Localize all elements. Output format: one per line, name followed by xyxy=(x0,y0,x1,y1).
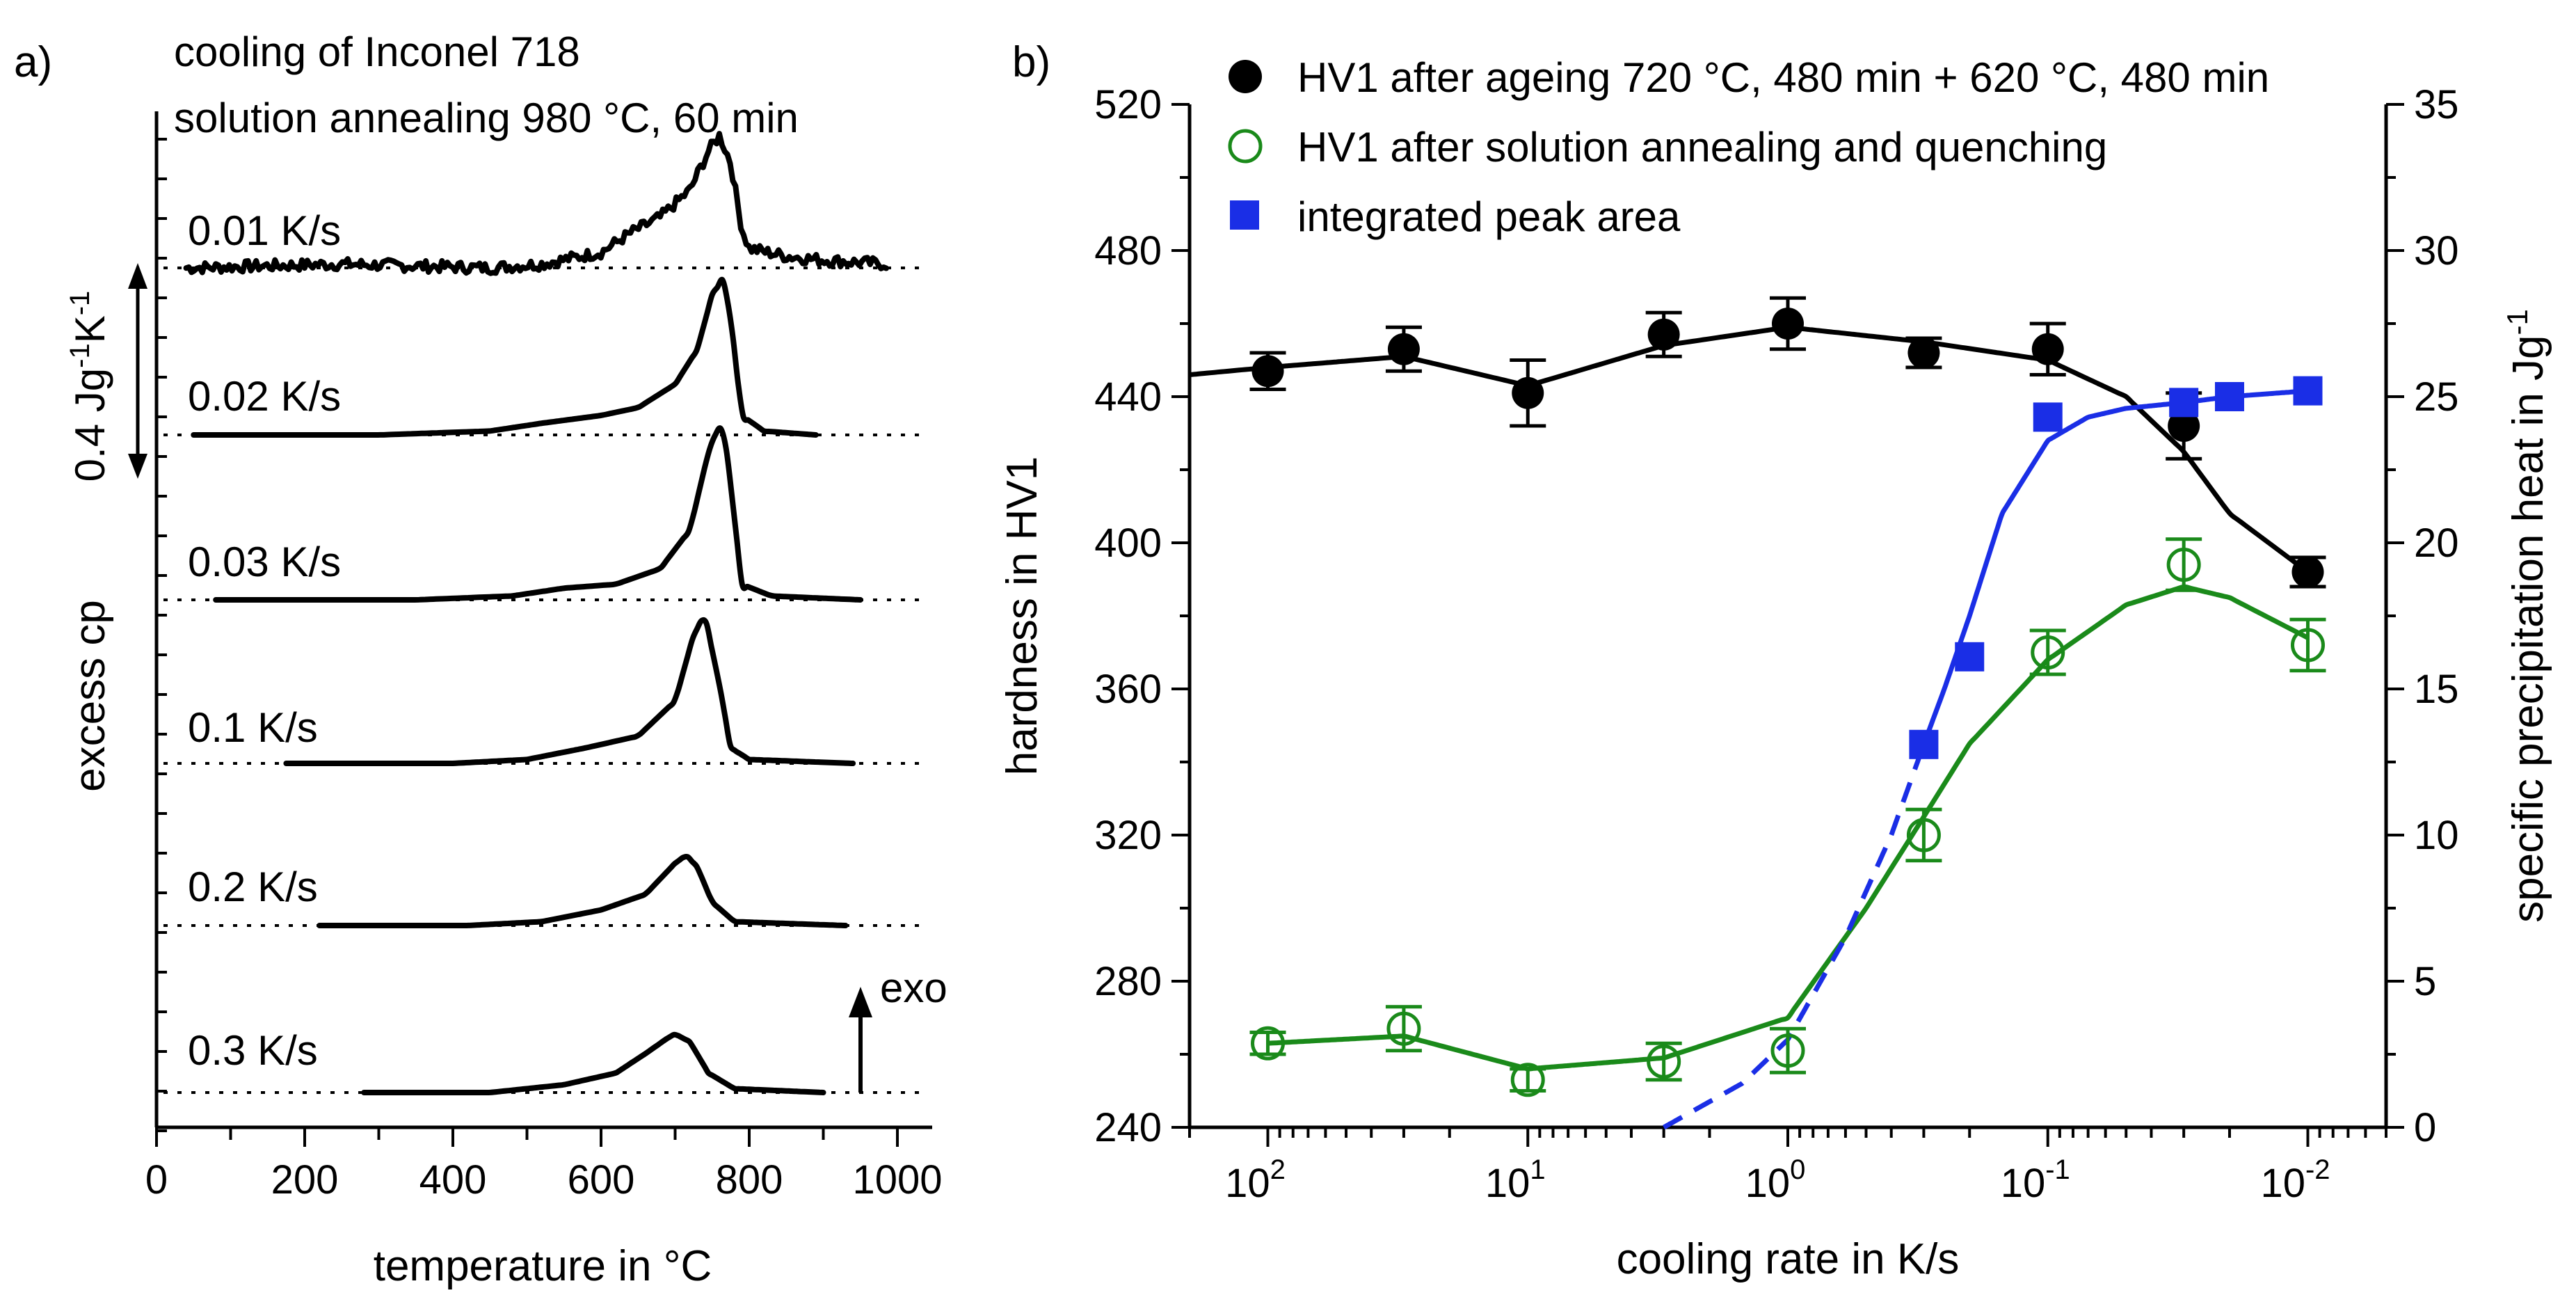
point-peak-area xyxy=(2214,382,2244,411)
panel-b-y2-tick-label: 15 xyxy=(2414,667,2459,712)
point-quenched xyxy=(1647,1045,1681,1079)
panel-a-traces xyxy=(183,131,889,1095)
panel-b: b) 240 280 320 360 400 440 480 520 0 5 10 15 20 25 30 3… xyxy=(998,38,2552,1283)
panel-b-y-label: hardness in HV1 xyxy=(998,457,1046,775)
panel-b-y-tick-label: 360 xyxy=(1094,667,1162,712)
panel-b-y-tick-label: 240 xyxy=(1094,1105,1162,1150)
panel-b-y-tick-label: 480 xyxy=(1094,228,1162,273)
panel-b-y-tick-label: 520 xyxy=(1094,82,1162,127)
panel-a-x-tick-label: 400 xyxy=(419,1157,487,1202)
panel-a-annotation-line-2: solution annealing 980 °C, 60 min xyxy=(174,95,799,141)
trace-0.01 K/s xyxy=(183,131,889,276)
point-quenched xyxy=(1251,1026,1286,1061)
point-aged xyxy=(2291,556,2324,588)
panel-b-legend: HV1 after ageing 720 °C, 480 min + 620 °… xyxy=(1228,54,2269,240)
point-aged xyxy=(1387,333,1420,365)
trace-label-0.3: 0.3 K/s xyxy=(188,1027,318,1074)
point-quenched xyxy=(1906,818,1941,852)
legend-marker-peak-area xyxy=(1230,200,1259,230)
panel-b-x-tick-label: 10-2 xyxy=(2260,1154,2330,1206)
trace-0.03 K/s xyxy=(213,425,863,603)
legend-label-aged: HV1 after ageing 720 °C, 480 min + 620 °… xyxy=(1297,54,2269,101)
trace-0.2 K/s xyxy=(317,853,849,928)
panel-b-y-tick-label: 280 xyxy=(1094,959,1162,1004)
panel-b-y2-label: specific precipitation heat in Jg-1 xyxy=(2501,309,2552,923)
point-quenched xyxy=(1510,1063,1545,1097)
point-aged xyxy=(1512,376,1544,409)
panel-b-fit-curves xyxy=(1189,325,2310,1130)
fit-curve-peak-area xyxy=(1921,388,2308,746)
scale-bar-arrow xyxy=(128,263,147,479)
point-quenched xyxy=(2031,635,2065,669)
trace-label-0.02: 0.02 K/s xyxy=(188,373,341,420)
point-aged xyxy=(1772,308,1804,340)
panel-a-letter: a) xyxy=(14,38,52,86)
point-quenched xyxy=(1770,1033,1805,1068)
point-aged xyxy=(1907,337,1940,369)
panel-b-y2-tick-label: 20 xyxy=(2414,521,2459,566)
point-peak-area xyxy=(1955,642,1985,672)
panel-b-x-tick-label: 101 xyxy=(1485,1154,1546,1206)
trace-label-0.03: 0.03 K/s xyxy=(188,539,341,585)
panel-a-trace-labels: 0.01 K/s 0.02 K/s 0.03 K/s 0.1 K/s 0.2 K… xyxy=(188,207,341,1074)
point-quenched xyxy=(2290,628,2325,662)
legend-label-peak-area: integrated peak area xyxy=(1297,193,1681,240)
panel-a-annotation-line-1: cooling of Inconel 718 xyxy=(174,29,580,75)
panel-a-x-tick-label: 0 xyxy=(145,1157,168,1202)
point-quenched xyxy=(2166,548,2201,582)
panel-b-y2-tick-label: 30 xyxy=(2414,228,2459,273)
legend-marker-aged xyxy=(1229,60,1262,93)
panel-a-x-tick-label: 600 xyxy=(568,1157,635,1202)
scale-bar-label: 0.4 Jg-1K-1 xyxy=(65,291,113,482)
trace-0.02 K/s xyxy=(191,276,819,438)
panel-b-y2-tick-label: 0 xyxy=(2414,1105,2436,1150)
panel-b-y-tick-label: 320 xyxy=(1094,813,1162,858)
trace-0.3 K/s xyxy=(361,1031,826,1095)
panel-b-ticks: 240 280 320 360 400 440 480 520 0 5 10 15 20 25 30 35 10… xyxy=(1094,82,2458,1206)
fit-curve-aged xyxy=(1189,325,2310,574)
panel-b-y-tick-label: 400 xyxy=(1094,521,1162,566)
panel-b-letter: b) xyxy=(1012,38,1050,86)
panel-a-x-ticks: 0 200 400 600 800 1000 xyxy=(145,1127,943,1202)
panel-a-x-tick-label: 200 xyxy=(271,1157,339,1202)
trace-label-0.01: 0.01 K/s xyxy=(188,207,341,254)
panel-b-x-tick-label: 10-1 xyxy=(2001,1154,2070,1206)
fit-curve-quenched xyxy=(1267,584,2310,1072)
point-aged xyxy=(1647,318,1680,351)
trace-0.1 K/s xyxy=(283,617,856,766)
panel-a-x-label: temperature in °C xyxy=(374,1242,712,1290)
panel-b-data-points xyxy=(1249,296,2326,1097)
point-peak-area xyxy=(2033,402,2063,432)
extrapolation-peak-area xyxy=(1663,743,1926,1130)
point-peak-area xyxy=(1909,729,1939,759)
point-peak-area xyxy=(2293,376,2323,406)
point-peak-area xyxy=(2169,388,2199,418)
point-aged xyxy=(1251,355,1284,388)
panel-b-x-tick-label: 102 xyxy=(1225,1154,1286,1206)
panel-b-x-label: cooling rate in K/s xyxy=(1617,1235,1960,1283)
panel-a: a) cooling of Inconel 718 solution annea… xyxy=(14,29,947,1290)
panel-b-x-tick-label: 100 xyxy=(1745,1154,1806,1206)
exo-arrow xyxy=(849,987,872,1093)
panel-a-y-minor-ticks xyxy=(157,138,167,1132)
point-aged xyxy=(2031,333,2064,365)
panel-a-x-tick-label: 800 xyxy=(716,1157,783,1202)
trace-label-0.2: 0.2 K/s xyxy=(188,864,318,910)
panel-b-y2-tick-label: 25 xyxy=(2414,374,2459,420)
trace-label-0.1: 0.1 K/s xyxy=(188,704,318,751)
point-quenched xyxy=(1386,1011,1421,1046)
panel-b-y2-tick-label: 35 xyxy=(2414,82,2459,127)
panel-a-y-label: excess cp xyxy=(66,600,114,792)
panel-b-y2-tick-label: 10 xyxy=(2414,813,2459,858)
panel-b-y2-tick-label: 5 xyxy=(2414,959,2436,1004)
legend-label-quenched: HV1 after solution annealing and quenchi… xyxy=(1297,124,2107,170)
exo-label: exo xyxy=(880,964,947,1011)
panel-b-y-tick-label: 440 xyxy=(1094,374,1162,420)
panel-a-x-tick-label: 1000 xyxy=(852,1157,942,1202)
legend-marker-quenched xyxy=(1228,129,1263,164)
point-aged xyxy=(2168,410,2200,442)
